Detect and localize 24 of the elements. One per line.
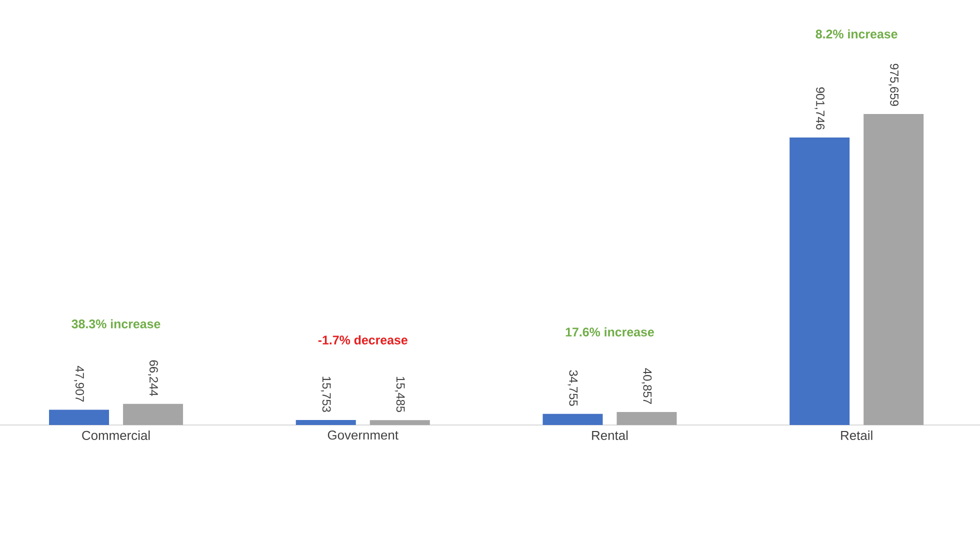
bar [616,412,677,425]
annotation: -1.7% decrease [318,335,408,344]
data-label: 66,244 [148,360,158,396]
x-tick-label: Government [328,430,398,440]
text: 8.2% increase [816,29,898,38]
bar [864,114,924,425]
data-label: 34,755 [568,370,578,406]
data-label: 47,907 [74,366,84,402]
x-tick-label: Retail [841,430,872,440]
bar [49,410,110,425]
bar [370,420,430,425]
bar [296,420,356,425]
bar [542,414,603,425]
x-tick-label: Rental [592,430,628,440]
data-label: 975,659 [888,64,899,106]
data-label: 40,857 [642,368,652,404]
data-label: 15,485 [394,376,405,412]
bar [790,138,850,425]
annotation: 17.6% increase [566,327,654,336]
x-tick-label: Commercial [82,430,150,440]
data-label: 15,753 [320,376,331,412]
annotation: 38.3% increase [72,319,160,328]
bar [123,404,184,425]
data-label: 901,746 [814,87,825,130]
